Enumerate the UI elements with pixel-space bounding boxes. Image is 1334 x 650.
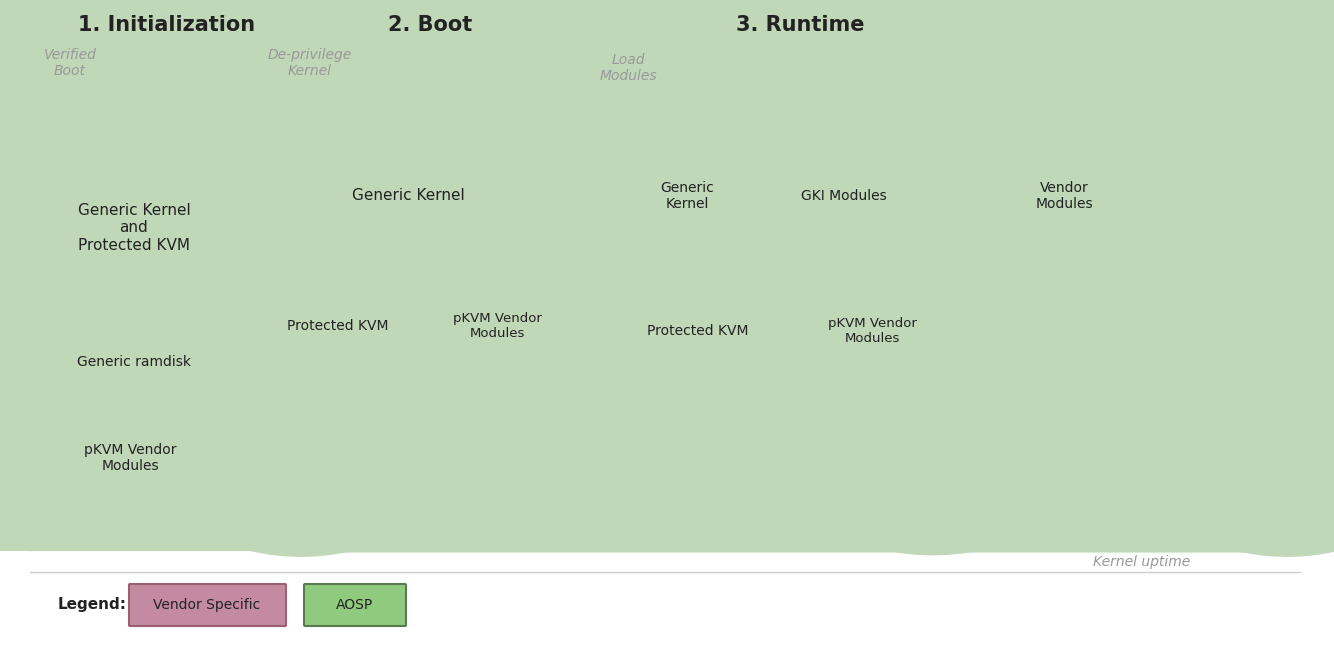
FancyBboxPatch shape: [304, 584, 406, 626]
FancyBboxPatch shape: [37, 331, 231, 523]
FancyBboxPatch shape: [631, 142, 743, 251]
Text: Protected KVM: Protected KVM: [647, 324, 748, 338]
Text: Legend:: Legend:: [57, 597, 127, 612]
Text: pKVM Vendor
Modules: pKVM Vendor Modules: [452, 312, 542, 340]
Text: pKVM Vendor
Modules: pKVM Vendor Modules: [84, 443, 176, 473]
Text: 1. Initialization: 1. Initialization: [79, 15, 256, 35]
FancyBboxPatch shape: [53, 404, 211, 516]
Text: Generic
Kernel: Generic Kernel: [660, 181, 714, 211]
FancyBboxPatch shape: [776, 142, 919, 251]
FancyBboxPatch shape: [618, 132, 979, 261]
Text: Vendor Specific: Vendor Specific: [153, 598, 260, 612]
FancyBboxPatch shape: [796, 275, 934, 359]
FancyBboxPatch shape: [444, 277, 546, 361]
FancyBboxPatch shape: [1011, 127, 1133, 266]
Text: Protected KVM: Protected KVM: [287, 319, 388, 333]
Text: De-privilege
Kernel: De-privilege Kernel: [268, 48, 352, 78]
Text: 3. Runtime: 3. Runtime: [736, 15, 864, 35]
FancyBboxPatch shape: [438, 270, 539, 354]
Text: Verified
Boot: Verified Boot: [44, 48, 96, 78]
FancyBboxPatch shape: [995, 111, 1117, 250]
Text: Load
Modules: Load Modules: [599, 53, 656, 83]
FancyBboxPatch shape: [804, 282, 940, 366]
Text: AOSP: AOSP: [336, 598, 374, 612]
FancyBboxPatch shape: [451, 284, 554, 368]
Text: Generic Kernel
and
Protected KVM: Generic Kernel and Protected KVM: [77, 203, 191, 253]
Text: Kernel uptime: Kernel uptime: [1093, 555, 1190, 569]
Text: Vendor
Modules: Vendor Modules: [1035, 181, 1093, 211]
Text: pKVM Vendor
Modules: pKVM Vendor Modules: [827, 317, 916, 345]
FancyBboxPatch shape: [45, 396, 203, 508]
FancyBboxPatch shape: [129, 584, 285, 626]
Text: 2. Boot: 2. Boot: [388, 15, 472, 35]
FancyBboxPatch shape: [37, 137, 231, 321]
FancyBboxPatch shape: [811, 289, 948, 373]
Text: Generic Kernel: Generic Kernel: [352, 188, 464, 203]
FancyBboxPatch shape: [763, 128, 904, 237]
FancyBboxPatch shape: [770, 135, 912, 244]
FancyBboxPatch shape: [618, 296, 779, 366]
FancyBboxPatch shape: [1003, 119, 1125, 258]
FancyBboxPatch shape: [260, 132, 558, 261]
FancyBboxPatch shape: [37, 388, 195, 500]
FancyBboxPatch shape: [260, 291, 418, 361]
Text: GKI Modules: GKI Modules: [802, 189, 887, 203]
Text: Generic ramdisk: Generic ramdisk: [77, 355, 191, 369]
